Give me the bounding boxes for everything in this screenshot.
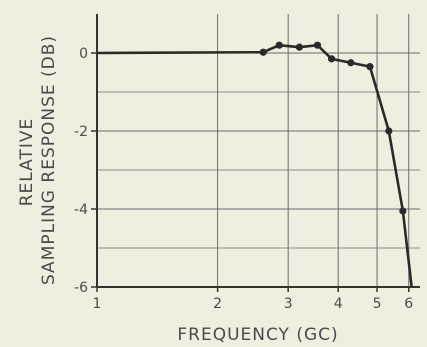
data-point [313,41,322,49]
data-point [399,207,407,215]
data-point [275,41,283,49]
x-tick-label: 6 [404,296,413,312]
data-point [366,63,374,71]
x-tick-label: 5 [373,296,382,312]
series-line [96,43,413,288]
data-point [295,43,303,51]
x-tick-label: 2 [213,296,222,312]
data-point [259,48,267,56]
x-tick-label: 3 [284,296,293,312]
x-axis-title: FREQUENCY (GC) [177,325,338,345]
grid [97,14,420,287]
y-tick-label: -4 [74,202,88,218]
axes [96,14,420,288]
y-axis-title-line-2: SAMPLING RESPONSE (DB) [39,35,59,285]
y-axis-title-line-1: RELATIVE [17,118,37,207]
x-tick-label: 1 [93,296,102,312]
x-tick-label: 4 [334,296,343,312]
data-point [385,127,393,135]
x-tick-labels: 1 2 3 4 5 6 [93,287,413,312]
data-series [96,41,413,288]
y-tick-label: -2 [74,124,88,140]
y-tick-labels: 0 -2 -4 -6 [74,46,97,296]
y-tick-label: -6 [74,280,88,296]
y-tick-label: 0 [79,46,88,62]
data-point [347,59,355,67]
data-point [327,55,336,63]
